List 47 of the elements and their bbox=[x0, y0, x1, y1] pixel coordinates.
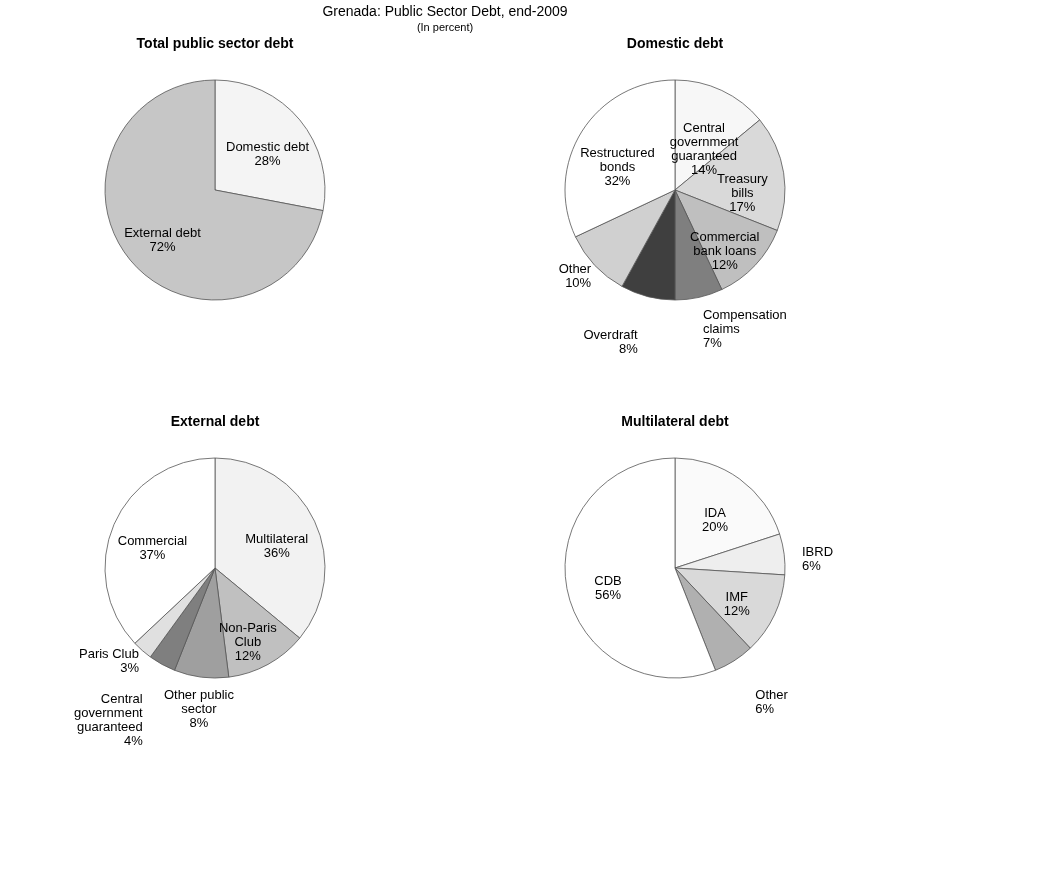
data-label: 12% bbox=[723, 603, 751, 619]
data-label: 37% bbox=[139, 546, 166, 562]
chart-title: Multilateral debt bbox=[621, 413, 729, 429]
slice-label: Paris Club bbox=[78, 646, 139, 662]
data-label: 12% bbox=[234, 647, 262, 663]
text: (In percent) bbox=[416, 21, 474, 33]
data-label: 8% bbox=[189, 714, 209, 730]
data-label: 17% bbox=[729, 199, 756, 215]
slice-label: IMF bbox=[725, 589, 748, 605]
pie-slice bbox=[104, 79, 324, 301]
slice-label: Other public sector bbox=[163, 686, 235, 716]
slice-label: Treasury bills bbox=[716, 171, 769, 201]
text: Total public sector debt bbox=[136, 35, 294, 51]
slice-label: Central government guaranteed bbox=[74, 691, 144, 735]
slice-label: Compensation claims bbox=[702, 306, 787, 336]
data-label: 32% bbox=[604, 173, 631, 189]
slice-label: Commercial bank loans bbox=[690, 228, 760, 258]
slice-label: Central government guaranteed bbox=[669, 120, 739, 164]
slice-label: Other bbox=[755, 686, 789, 702]
text: Grenada: Public Sector Debt, end-2009 bbox=[322, 3, 568, 19]
data-label: 6% bbox=[755, 700, 775, 716]
data-label: 6% bbox=[801, 557, 822, 573]
data-label: 7% bbox=[702, 334, 723, 350]
data-label: 56% bbox=[594, 586, 622, 602]
slice-label: IBRD bbox=[801, 543, 834, 559]
data-label: 3% bbox=[120, 660, 140, 676]
data-label: 14% bbox=[691, 162, 718, 178]
slice-label: Domestic debt bbox=[226, 138, 310, 154]
data-label: 20% bbox=[702, 518, 729, 534]
chart-title: Domestic debt bbox=[626, 35, 724, 51]
slice-label: Other bbox=[558, 260, 592, 276]
slice-label: Commercial bbox=[117, 532, 188, 548]
chart-title: External debt bbox=[170, 413, 260, 429]
data-label: 72% bbox=[149, 239, 176, 255]
data-label: 10% bbox=[565, 274, 592, 290]
slice-label: External debt bbox=[124, 225, 202, 241]
slice-label: Restructured bonds bbox=[580, 145, 655, 175]
slice-label: Overdraft bbox=[583, 327, 639, 343]
data-label: 8% bbox=[618, 341, 639, 357]
slice-label: Multilateral bbox=[245, 530, 309, 546]
data-label: 4% bbox=[123, 733, 144, 749]
slice-label: Non-Paris Club bbox=[218, 619, 278, 649]
data-label: 36% bbox=[263, 544, 291, 560]
data-label: 28% bbox=[254, 152, 281, 168]
slice-label: CDB bbox=[594, 572, 622, 588]
data-label: 12% bbox=[711, 256, 739, 272]
slice-label: IDA bbox=[704, 504, 727, 520]
